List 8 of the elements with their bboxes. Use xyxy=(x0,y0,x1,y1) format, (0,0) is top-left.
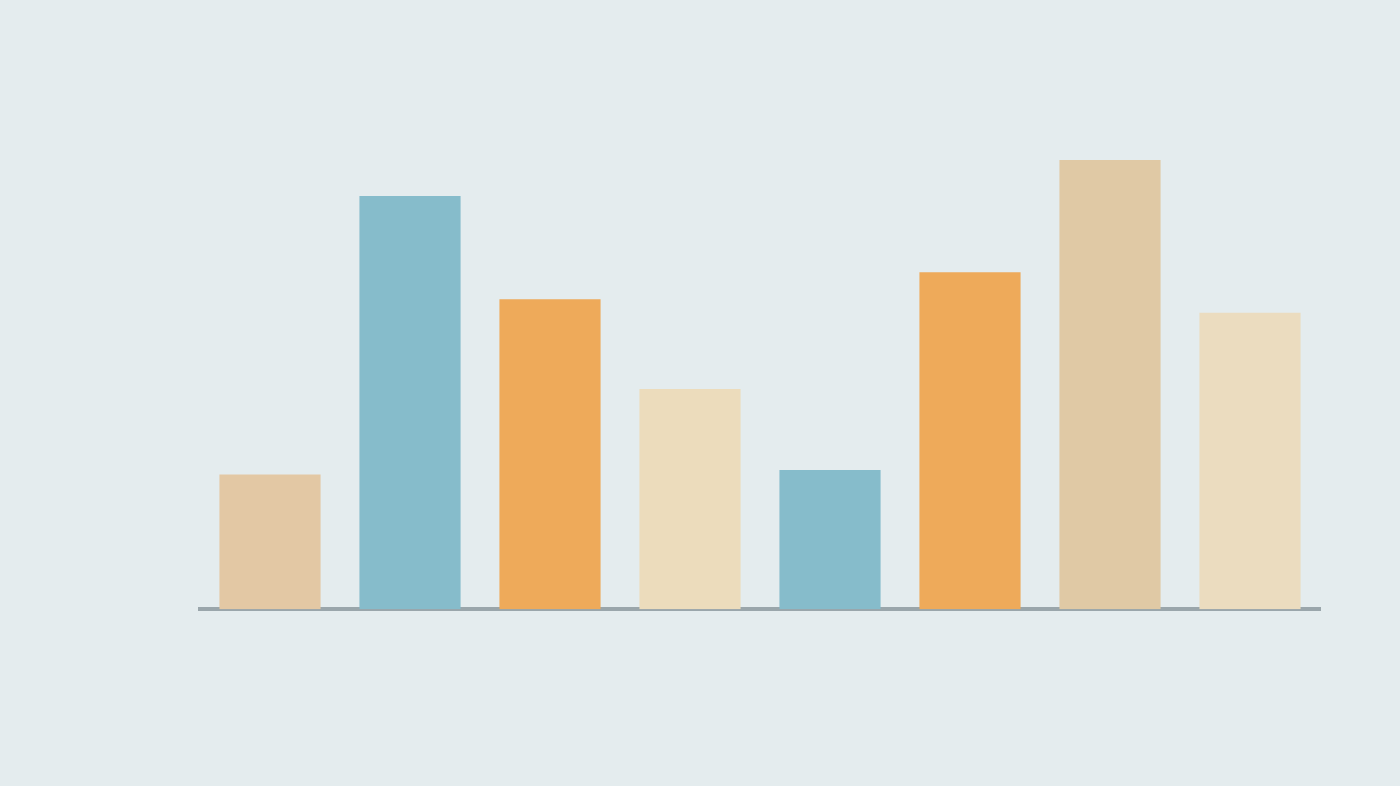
bar xyxy=(499,299,601,610)
bar xyxy=(919,272,1021,610)
bar xyxy=(779,469,881,610)
bar xyxy=(359,195,461,610)
bar xyxy=(1199,312,1301,610)
bar xyxy=(219,474,321,610)
bar xyxy=(1059,160,1161,610)
bar xyxy=(639,389,741,610)
